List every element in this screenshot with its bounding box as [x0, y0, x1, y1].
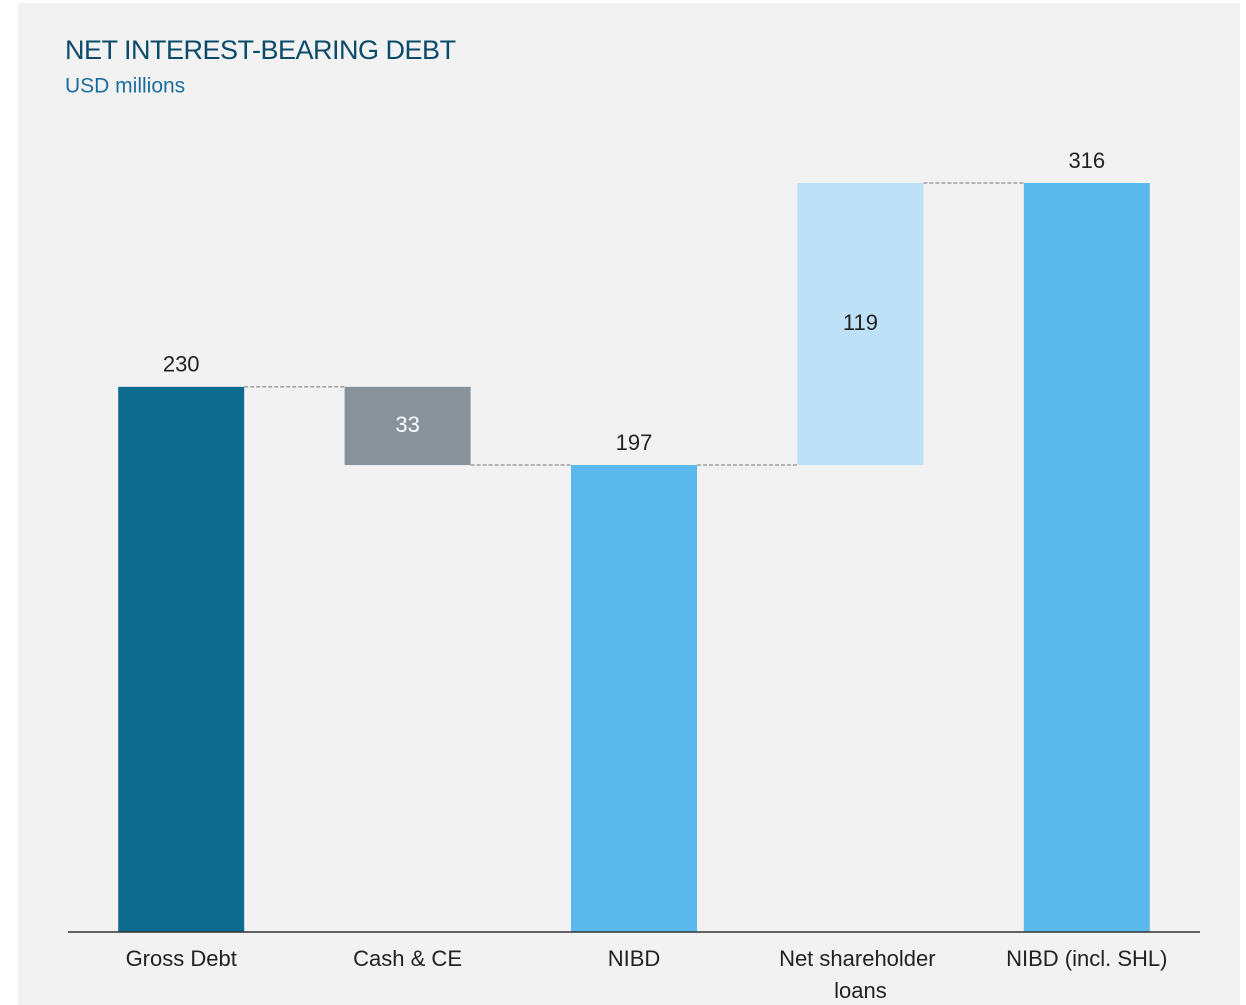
data-label: 316 [1068, 148, 1105, 173]
x-tick-label: NIBD (incl. SHL) [1006, 946, 1167, 971]
chart-subtitle: USD millions [65, 75, 185, 98]
data-label: 33 [395, 412, 419, 437]
x-tick-label: Gross Debt [126, 946, 237, 971]
x-tick-label: Net shareholder loans [779, 946, 942, 1003]
bar [571, 465, 697, 932]
bar [118, 386, 245, 932]
chart-title: NET INTEREST-BEARING DEBT [65, 35, 456, 65]
bar [344, 386, 471, 466]
bar [797, 183, 924, 466]
data-label: 119 [843, 310, 878, 335]
x-tick-label: NIBD [608, 946, 661, 971]
data-label: 230 [163, 352, 200, 377]
x-tick-label: Cash & CE [353, 946, 462, 971]
bar [1023, 183, 1150, 932]
data-label: 197 [616, 430, 653, 455]
